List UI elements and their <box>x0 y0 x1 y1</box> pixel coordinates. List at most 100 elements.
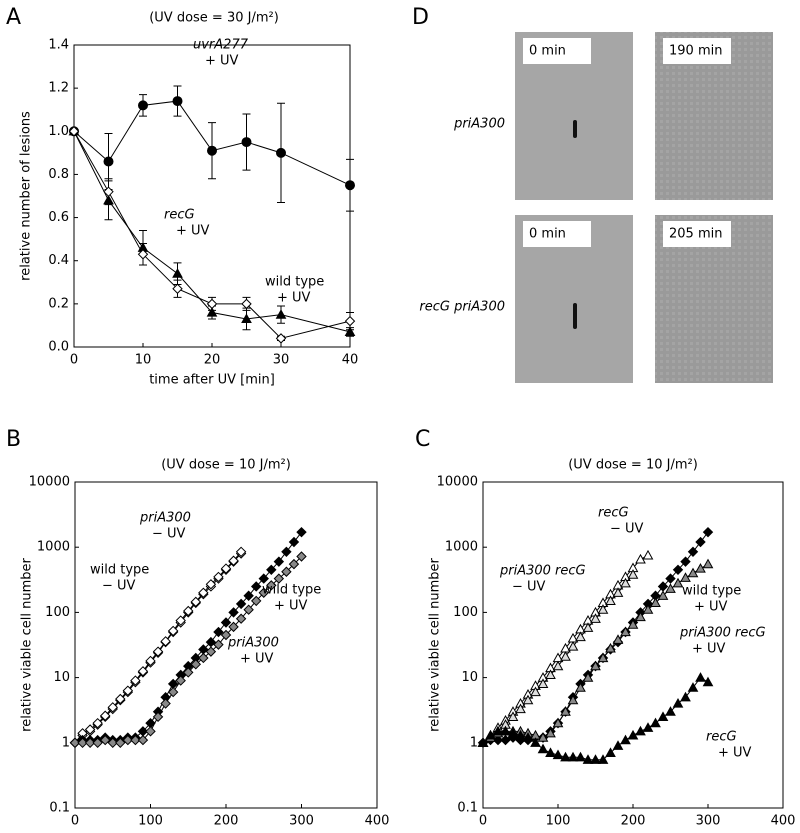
marker <box>241 313 252 324</box>
marker <box>665 583 676 593</box>
marker <box>620 626 631 637</box>
annotation: + UV <box>240 652 274 667</box>
marker <box>137 249 149 260</box>
marker <box>612 634 624 644</box>
x-tick-label: 10 <box>135 353 152 368</box>
y-tick-label: 1 <box>470 735 478 750</box>
annotation: priA300 <box>227 636 279 651</box>
series-line <box>73 100 351 186</box>
time-box <box>663 38 731 64</box>
marker <box>235 598 247 610</box>
annotation: priA300 <box>139 511 191 526</box>
marker <box>152 711 164 723</box>
y-tick-label: 1.4 <box>48 38 69 53</box>
marker <box>530 686 541 697</box>
marker <box>530 737 541 747</box>
y-tick-label: 100 <box>453 605 478 620</box>
y-tick-label: 10 <box>53 670 70 685</box>
x-tick-label: 100 <box>138 814 163 829</box>
time-label: 0 min <box>529 227 566 242</box>
panel-letter: C <box>415 427 430 452</box>
marker <box>273 556 285 567</box>
marker <box>605 642 616 653</box>
marker <box>687 546 699 558</box>
panel-letter: A <box>6 5 21 30</box>
marker <box>220 629 232 641</box>
marker <box>560 651 571 661</box>
annotation: recG <box>706 730 737 745</box>
marker <box>99 734 111 746</box>
marker <box>642 604 654 614</box>
marker <box>597 754 609 764</box>
marker <box>537 732 549 742</box>
y-tick-label: 100 <box>45 605 70 620</box>
marker <box>582 622 594 632</box>
marker <box>567 751 579 762</box>
marker <box>213 626 224 638</box>
marker <box>281 546 292 558</box>
marker <box>492 725 504 736</box>
marker <box>266 580 277 591</box>
marker <box>243 590 254 601</box>
marker <box>620 577 631 588</box>
x-tick-label: 400 <box>365 814 390 829</box>
marker <box>160 636 171 647</box>
marker <box>657 590 669 600</box>
marker <box>198 587 209 598</box>
marker <box>228 607 239 618</box>
annotation: recG <box>598 506 629 521</box>
marker <box>183 667 194 678</box>
marker <box>138 100 148 111</box>
marker <box>620 734 631 745</box>
panel-letter: D <box>412 5 429 30</box>
y-tick-label: 0.1 <box>49 801 70 816</box>
marker <box>552 749 564 760</box>
marker <box>552 660 564 671</box>
marker <box>145 726 156 737</box>
marker <box>695 672 706 682</box>
marker <box>522 694 534 705</box>
marker <box>680 556 691 567</box>
x-tick-label: 0 <box>70 353 78 368</box>
marker <box>507 711 519 721</box>
marker <box>152 646 164 657</box>
annotation: + UV <box>277 291 311 306</box>
marker <box>198 652 209 664</box>
y-tick-label: 10 <box>461 670 478 685</box>
marker <box>220 563 232 574</box>
marker <box>345 180 355 191</box>
annotation: + UV <box>205 54 239 69</box>
annotation: wild type <box>262 583 321 598</box>
marker <box>537 743 549 754</box>
annotation: recG <box>164 208 195 223</box>
marker <box>275 333 287 344</box>
marker <box>537 678 549 689</box>
marker <box>665 706 676 716</box>
marker <box>103 186 114 197</box>
marker <box>69 737 81 749</box>
marker <box>235 613 247 624</box>
annotation: priA300 recG <box>679 626 766 641</box>
annotation: − UV <box>152 527 186 542</box>
marker <box>122 734 134 746</box>
marker <box>567 640 579 651</box>
time-box <box>523 221 591 247</box>
marker <box>137 666 149 677</box>
marker <box>515 703 526 714</box>
marker <box>687 567 699 578</box>
marker <box>172 268 183 278</box>
x-tick-label: 0 <box>71 814 79 829</box>
marker <box>672 577 684 588</box>
marker <box>605 595 616 606</box>
annotation: wild type <box>90 563 149 578</box>
marker <box>635 611 646 622</box>
marker <box>207 145 217 156</box>
series-line <box>73 131 351 339</box>
marker <box>507 727 519 738</box>
marker <box>477 737 489 747</box>
marker <box>567 694 579 705</box>
annotation: + UV <box>694 600 728 615</box>
annotation: uvrA277 <box>193 38 249 53</box>
annotation: − UV <box>102 579 136 594</box>
marker <box>672 698 684 708</box>
